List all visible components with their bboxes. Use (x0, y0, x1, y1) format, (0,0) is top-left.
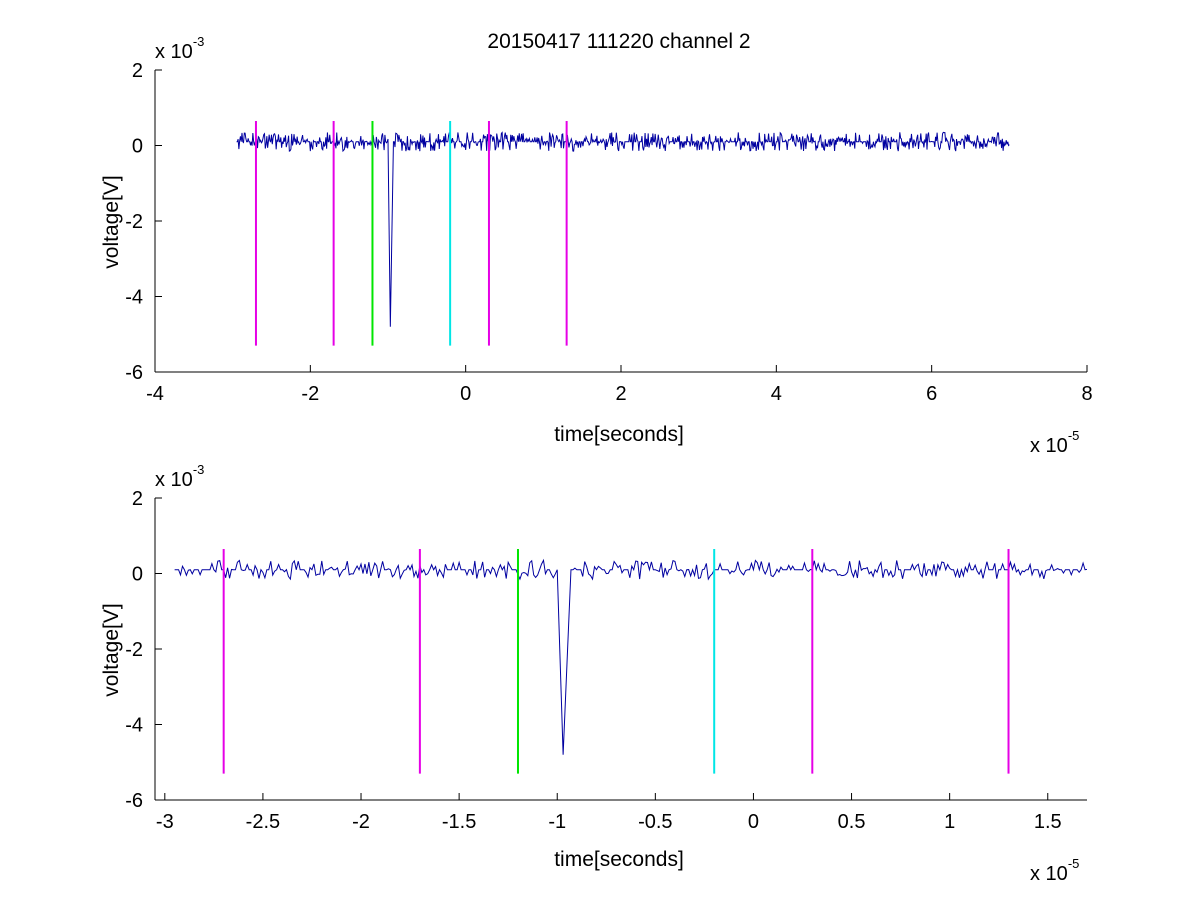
x-exponent-power-bottom: -5 (1068, 856, 1080, 871)
x-tick-label-bottom-9: 1.5 (1034, 811, 1062, 833)
x-tick-label-bottom-1: -2.5 (246, 811, 280, 833)
x-tick-label-top-2: 0 (460, 383, 471, 405)
x-exponent-label-bottom: x 10-5 (1030, 856, 1079, 885)
y-tick-label-bottom-3: 0 (132, 564, 143, 586)
x-exponent-power-top: -5 (1068, 428, 1080, 443)
y-tick-label-top-1: -4 (125, 287, 143, 309)
y-tick-label-bottom-0: -6 (125, 790, 143, 812)
x-axis-label-bottom: time[seconds] (554, 848, 684, 871)
x-exponent-base-bottom: x 10 (1030, 863, 1068, 885)
y-axis-label-top: voltage[V] (100, 175, 123, 268)
x-tick-label-top-1: -2 (301, 383, 319, 405)
plot-area-bottom (174, 548, 1087, 774)
x-tick-label-top-4: 4 (771, 383, 782, 405)
x-tick-label-bottom-2: -2 (352, 811, 370, 833)
x-tick-label-bottom-6: 0 (748, 811, 759, 833)
x-tick-label-bottom-8: 1 (944, 811, 955, 833)
chart-title: 20150417 111220 channel 2 (487, 30, 750, 53)
y-tick-label-bottom-4: 2 (132, 488, 143, 510)
x-exponent-label-top: x 10-5 (1030, 428, 1079, 457)
y-exponent-base-bottom: x 10 (155, 469, 193, 491)
plot-area-top (236, 120, 1010, 346)
x-tick-label-bottom-0: -3 (156, 811, 174, 833)
plot-bottom: x 10-3 x 10-5 time[seconds] voltage[V] -… (100, 462, 1087, 885)
y-exponent-power-top: -3 (193, 34, 205, 49)
x-tick-label-bottom-3: -1.5 (442, 811, 476, 833)
x-tick-label-top-5: 6 (926, 383, 937, 405)
y-tick-label-bottom-1: -4 (125, 715, 143, 737)
y-exponent-base-top: x 10 (155, 41, 193, 63)
x-exponent-base-top: x 10 (1030, 435, 1068, 457)
y-tick-label-top-4: 2 (132, 60, 143, 82)
y-tick-label-bottom-2: -2 (125, 639, 143, 661)
x-tick-label-bottom-5: -0.5 (638, 811, 672, 833)
x-tick-label-top-6: 8 (1081, 383, 1092, 405)
signal-trace-top (236, 131, 1010, 327)
x-axis-label-top: time[seconds] (554, 423, 684, 446)
x-tick-label-top-0: -4 (146, 383, 164, 405)
plot-top: x 10-3 x 10-5 time[seconds] voltage[V] -… (100, 34, 1093, 457)
x-tick-label-bottom-7: 0.5 (838, 811, 866, 833)
y-exponent-power-bottom: -3 (193, 462, 205, 477)
y-axis-label-bottom: voltage[V] (100, 603, 123, 696)
x-tick-label-top-3: 2 (615, 383, 626, 405)
y-tick-label-top-2: -2 (125, 211, 143, 233)
y-tick-label-top-3: 0 (132, 136, 143, 158)
y-exponent-label-top: x 10-3 (155, 34, 204, 63)
y-exponent-label-bottom: x 10-3 (155, 462, 204, 491)
signal-trace-bottom (174, 558, 1087, 755)
x-tick-label-bottom-4: -1 (548, 811, 566, 833)
y-tick-label-top-0: -6 (125, 362, 143, 384)
